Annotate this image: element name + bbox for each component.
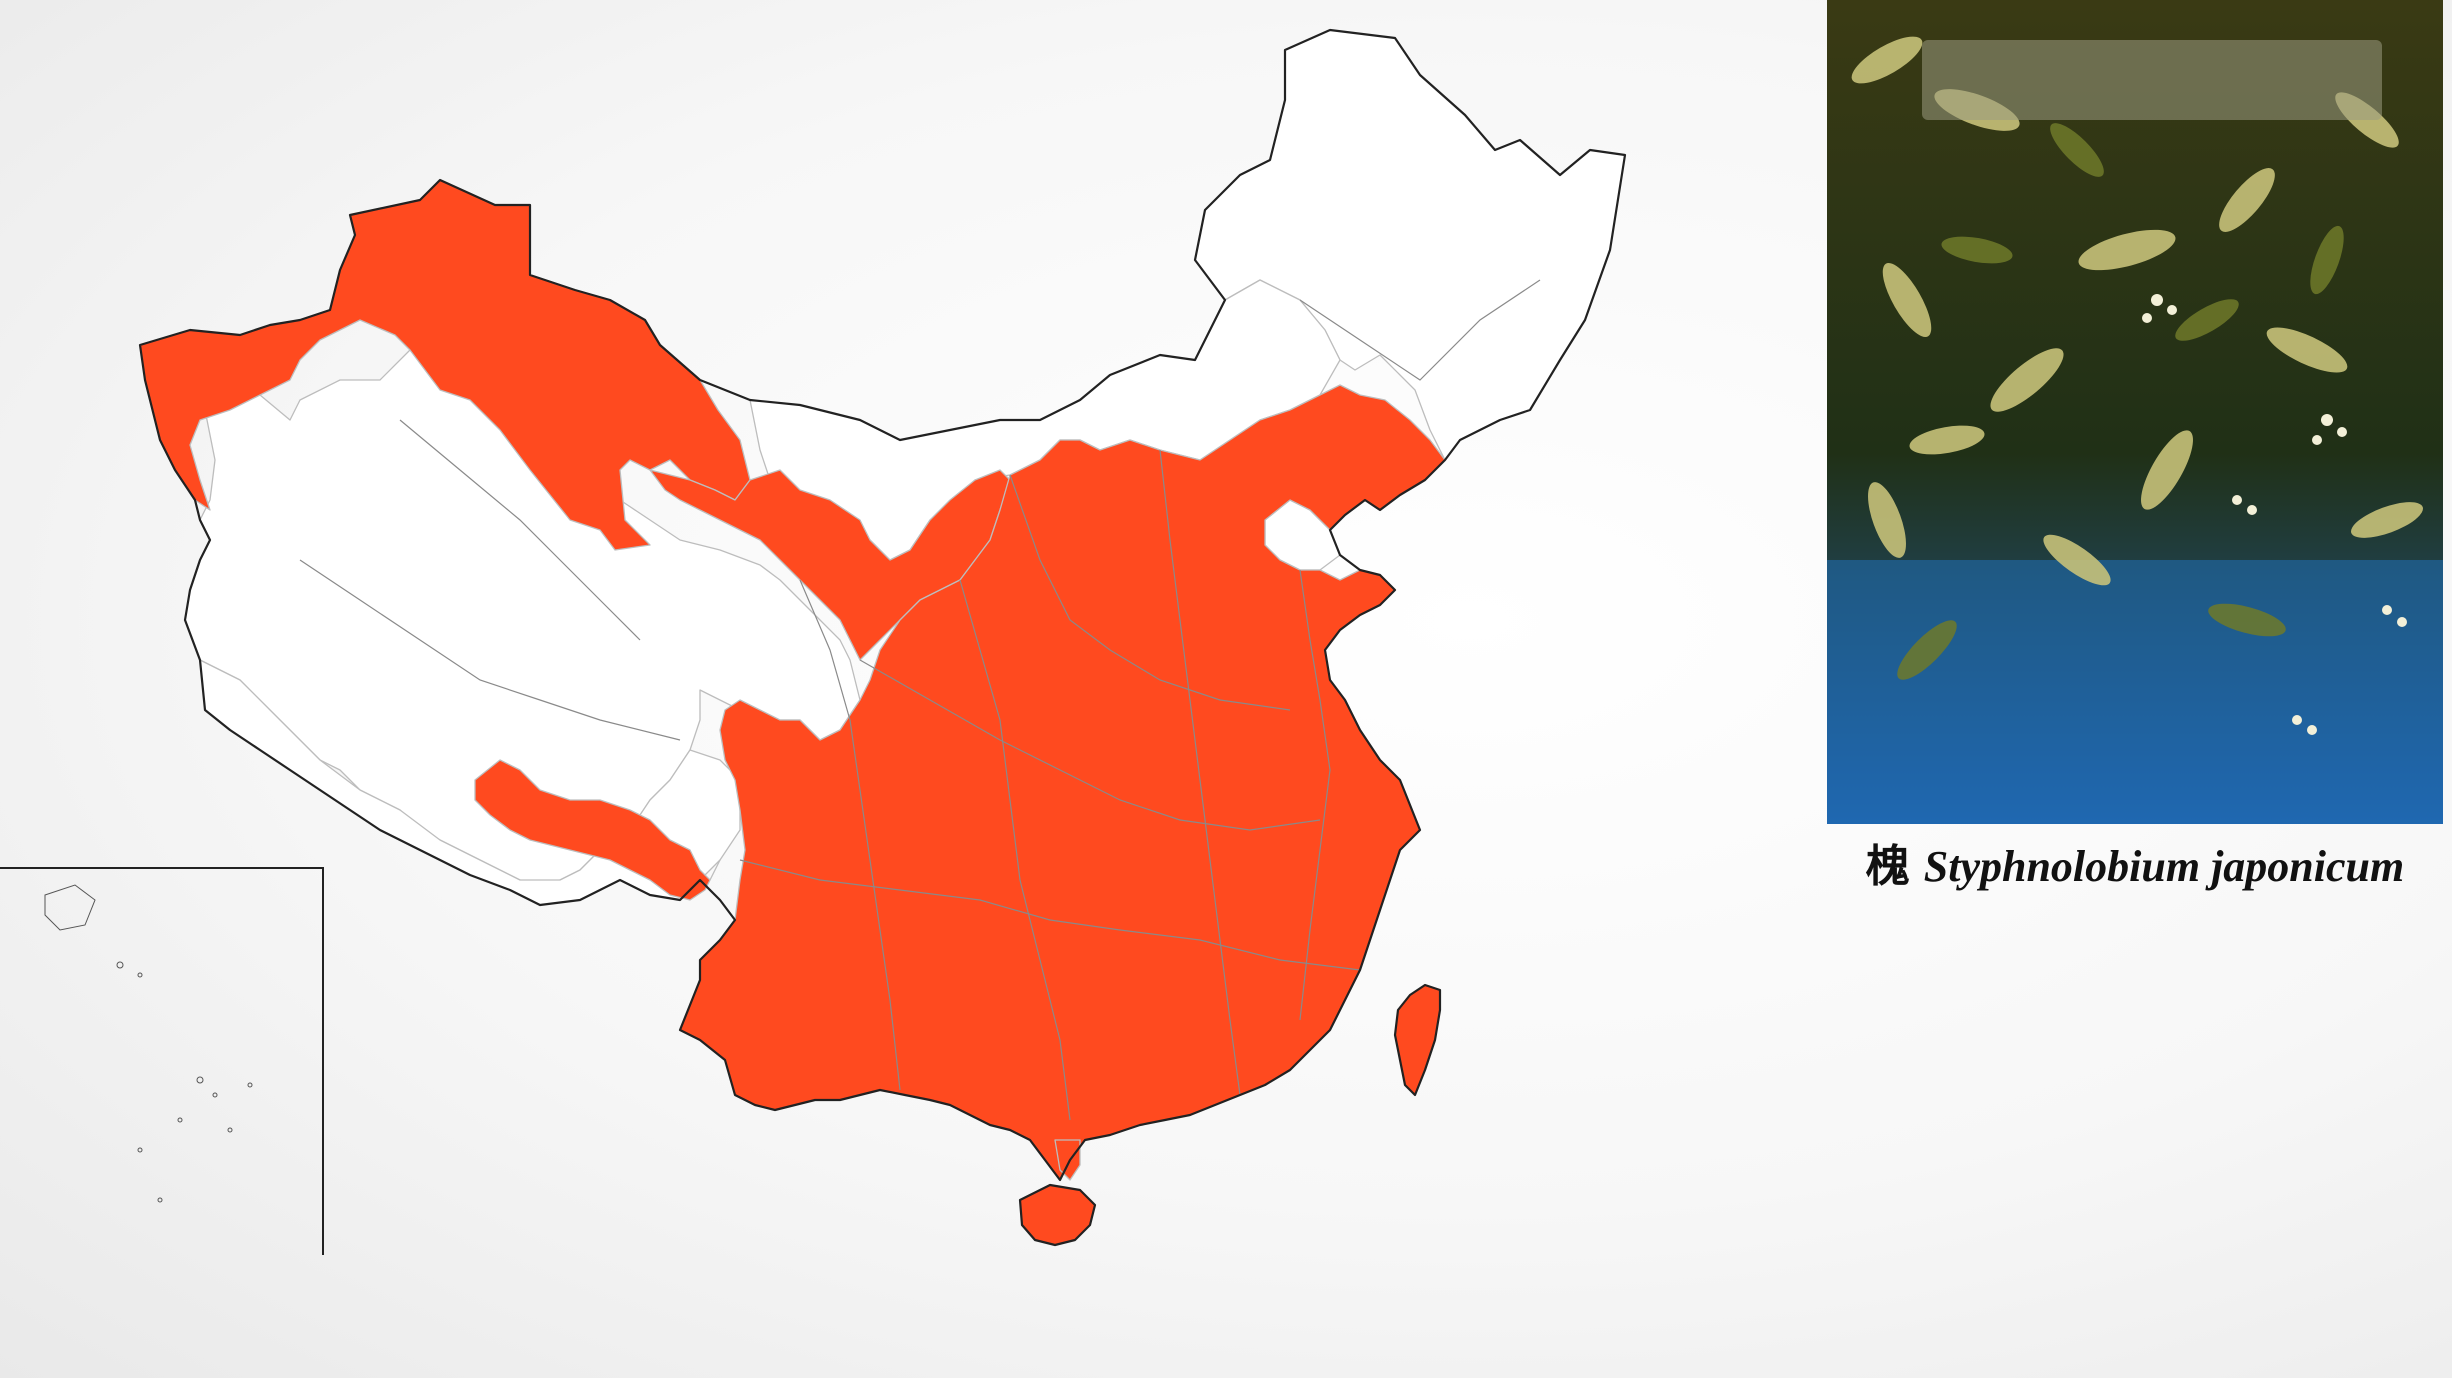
line-7: [1299, 569, 1331, 1021]
line-2: [859, 659, 1321, 831]
scientific-name: Styphnolobium japonicum: [1923, 842, 2405, 891]
region-tibet-east: [474, 759, 721, 901]
province-lines: [299, 279, 1541, 1121]
inset-island-4: [196, 1076, 204, 1084]
line-6: [799, 579, 901, 1091]
present-regions: [139, 179, 1446, 1246]
inset-island-8: [137, 1147, 143, 1153]
inset-island-3: [137, 972, 143, 978]
line-9: [299, 559, 681, 741]
inset-island-5: [212, 1092, 218, 1098]
inset-island-9: [157, 1197, 163, 1203]
inset-island-10: [227, 1127, 233, 1133]
china-map-svg: [0, 28, 1627, 1255]
inset-island-2: [116, 961, 124, 969]
taiwan-border: [1393, 983, 1442, 1097]
species-caption: 槐 Styphnolobium japonicum: [1827, 830, 2443, 894]
line-1: [1009, 474, 1291, 711]
line-4: [959, 579, 1071, 1121]
photo-illustration: [1827, 0, 2443, 824]
inset-island-6: [247, 1082, 253, 1088]
line-3: [739, 859, 1361, 971]
line-10: [1299, 279, 1541, 381]
inset-island-7: [177, 1117, 183, 1123]
line-5: [1159, 449, 1241, 1096]
inset-island-1: [44, 884, 96, 931]
inset-frame: [0, 867, 324, 1255]
chinese-name: 槐: [1865, 841, 1910, 892]
outer-border: [138, 28, 1627, 1182]
south-sea-inset: [0, 867, 324, 1255]
distribution-map: [0, 28, 1627, 1255]
hainan-border: [1018, 1183, 1097, 1247]
national-border: [138, 28, 1627, 1247]
region-taiwan: [1394, 984, 1441, 1096]
line-8: [399, 419, 641, 641]
region-leizhou: [1054, 1139, 1081, 1181]
species-photo: [1827, 0, 2443, 824]
